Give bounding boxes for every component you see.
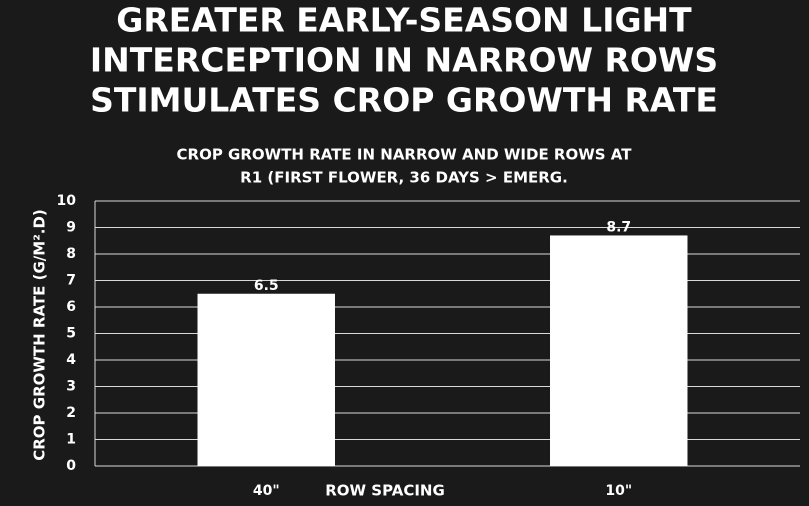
y-tick-label: 5 <box>66 326 76 342</box>
y-tick-label: 2 <box>66 405 76 421</box>
y-tick-label: 1 <box>66 432 76 448</box>
x-axis-title: ROW SPACING <box>325 482 445 500</box>
x-tick-label: 40" <box>253 483 280 499</box>
chart-subtitle: CROP GROWTH RATE IN NARROW AND WIDE ROWS… <box>177 146 633 164</box>
bar <box>197 293 335 466</box>
y-tick-label: 0 <box>66 458 76 474</box>
chart-title: INTERCEPTION IN NARROW ROWS <box>90 41 718 80</box>
chart-subtitle: R1 (FIRST FLOWER, 36 DAYS > EMERG. <box>240 169 568 187</box>
bar <box>550 235 688 466</box>
y-axis-title: CROP GROWTH RATE (G/M².D) <box>31 209 49 461</box>
y-tick-label: 4 <box>66 352 76 368</box>
value-label: 8.7 <box>606 219 631 235</box>
chart-title: STIMULATES CROP GROWTH RATE <box>90 81 718 120</box>
y-tick-label: 8 <box>66 246 76 262</box>
y-tick-label: 3 <box>66 379 76 395</box>
chart-title: GREATER EARLY-SEASON LIGHT <box>116 1 692 40</box>
x-tick-label: 10" <box>605 483 632 499</box>
y-tick-label: 9 <box>66 220 76 236</box>
y-tick-label: 10 <box>57 193 77 209</box>
value-label: 6.5 <box>254 278 279 294</box>
y-tick-label: 7 <box>66 273 76 289</box>
y-tick-label: 6 <box>66 299 76 315</box>
